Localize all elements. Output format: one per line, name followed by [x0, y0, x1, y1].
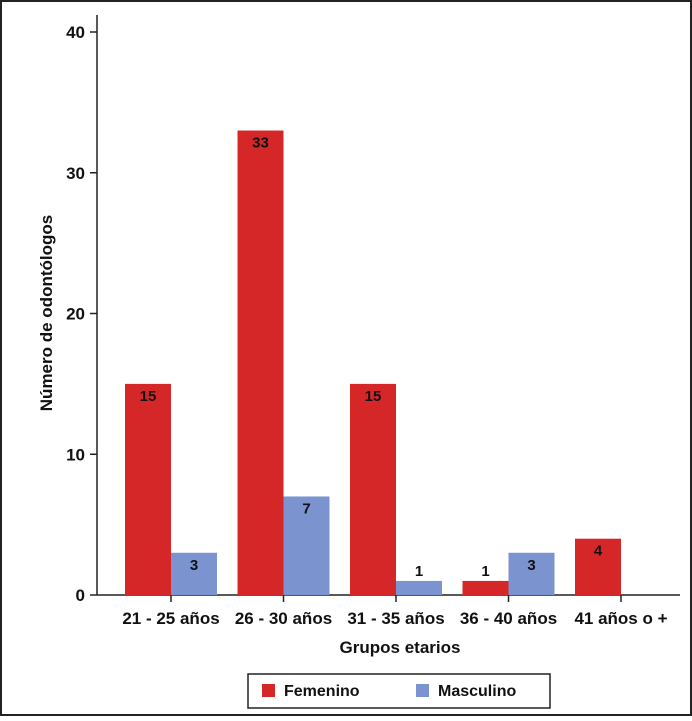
legend: Femenino Masculino: [247, 673, 551, 709]
bars: [125, 130, 621, 595]
bar-femenino-3: [350, 383, 396, 595]
data-label-femenino-1: 15: [140, 388, 157, 405]
data-label-masculino-4: 3: [527, 557, 535, 574]
x-tick-label: 26 - 30 años: [235, 609, 332, 628]
legend-swatch-masculino: [416, 684, 429, 697]
bar-femenino-2: [237, 130, 284, 595]
legend-label-masculino: Masculino: [438, 683, 516, 700]
bar-femenino-5: [575, 538, 621, 595]
y-tick-label: 0: [76, 586, 85, 605]
data-label-femenino-5: 4: [594, 543, 603, 560]
data-label-femenino-4: 1: [481, 563, 489, 580]
y-tick-label: 40: [66, 23, 85, 42]
bar-femenino-4: [462, 580, 509, 595]
legend-label-femenino: Femenino: [284, 683, 360, 700]
bar-masculino-2: [283, 496, 330, 595]
y-tick-label: 20: [66, 305, 85, 324]
data-label-masculino-3: 1: [415, 563, 423, 580]
x-tick-label: 41 años o +: [574, 609, 667, 628]
bar-femenino-1: [125, 383, 171, 595]
y-tick-label: 10: [66, 445, 85, 464]
y-axis-title: Número de odontólogos: [37, 215, 56, 411]
x-tick-label: 31 - 35 años: [347, 609, 444, 628]
x-axis-title: Grupos etarios: [340, 638, 461, 657]
x-tick-label: 36 - 40 años: [460, 609, 557, 628]
y-axis: 0 10 20 30 40: [66, 15, 98, 605]
legend-swatch-femenino: [262, 684, 275, 697]
bar-masculino-1: [171, 552, 217, 595]
data-label-masculino-1: 3: [190, 557, 198, 574]
legend-box: [247, 673, 551, 709]
bar-masculino-3: [396, 580, 442, 595]
x-tick-label: 21 - 25 años: [122, 609, 219, 628]
data-label-femenino-3: 15: [365, 388, 382, 405]
bar-masculino-4: [508, 552, 555, 595]
data-label-femenino-2: 33: [252, 135, 269, 152]
y-tick-label: 30: [66, 164, 85, 183]
data-label-masculino-2: 7: [302, 500, 310, 517]
